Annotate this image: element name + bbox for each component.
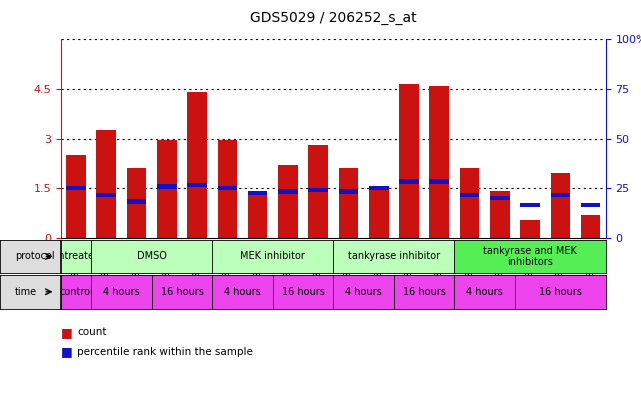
Text: 16 hours: 16 hours [539, 287, 582, 297]
Bar [278, 165, 298, 238]
Text: control: control [59, 287, 93, 297]
Bar [157, 140, 177, 238]
Bar [520, 202, 540, 207]
Bar [127, 199, 146, 204]
Text: untreated: untreated [52, 252, 100, 261]
Bar [399, 179, 419, 184]
Bar [278, 189, 298, 194]
Text: 4 hours: 4 hours [103, 287, 140, 297]
Bar [217, 140, 237, 238]
Bar [551, 173, 570, 238]
Bar [96, 193, 116, 197]
Bar [460, 193, 479, 197]
Bar [460, 168, 479, 238]
Text: ■: ■ [61, 345, 72, 358]
Bar [581, 215, 601, 238]
Bar [338, 189, 358, 194]
Text: DMSO: DMSO [137, 252, 167, 261]
Bar [187, 183, 207, 187]
Text: tankyrase inhibitor: tankyrase inhibitor [348, 252, 440, 261]
Bar [429, 86, 449, 238]
Bar [248, 191, 267, 195]
Bar [490, 191, 510, 238]
Text: GDS5029 / 206252_s_at: GDS5029 / 206252_s_at [250, 11, 417, 25]
Bar [429, 179, 449, 184]
Bar [551, 193, 570, 197]
Text: 4 hours: 4 hours [466, 287, 503, 297]
Bar [581, 202, 601, 207]
Bar [308, 187, 328, 192]
Bar [490, 196, 510, 200]
Text: protocol: protocol [15, 252, 54, 261]
Bar [157, 184, 177, 189]
Bar [66, 155, 86, 238]
Bar [399, 84, 419, 238]
Bar [308, 145, 328, 238]
Bar [338, 168, 358, 238]
Bar [66, 186, 86, 190]
Bar [248, 193, 267, 238]
Bar [187, 92, 207, 238]
Bar [96, 130, 116, 238]
Text: count: count [77, 327, 106, 337]
Text: time: time [15, 287, 37, 297]
Bar [369, 188, 388, 238]
Bar [127, 168, 146, 238]
Text: ■: ■ [61, 325, 72, 339]
Text: MEK inhibitor: MEK inhibitor [240, 252, 305, 261]
Bar [520, 220, 540, 238]
Text: 4 hours: 4 hours [224, 287, 261, 297]
Bar [369, 186, 388, 190]
Text: percentile rank within the sample: percentile rank within the sample [77, 347, 253, 357]
Text: 4 hours: 4 hours [345, 287, 382, 297]
Text: 16 hours: 16 hours [281, 287, 324, 297]
Bar [217, 186, 237, 190]
Text: 16 hours: 16 hours [160, 287, 203, 297]
Text: tankyrase and MEK
inhibitors: tankyrase and MEK inhibitors [483, 246, 577, 267]
Text: 16 hours: 16 hours [403, 287, 445, 297]
